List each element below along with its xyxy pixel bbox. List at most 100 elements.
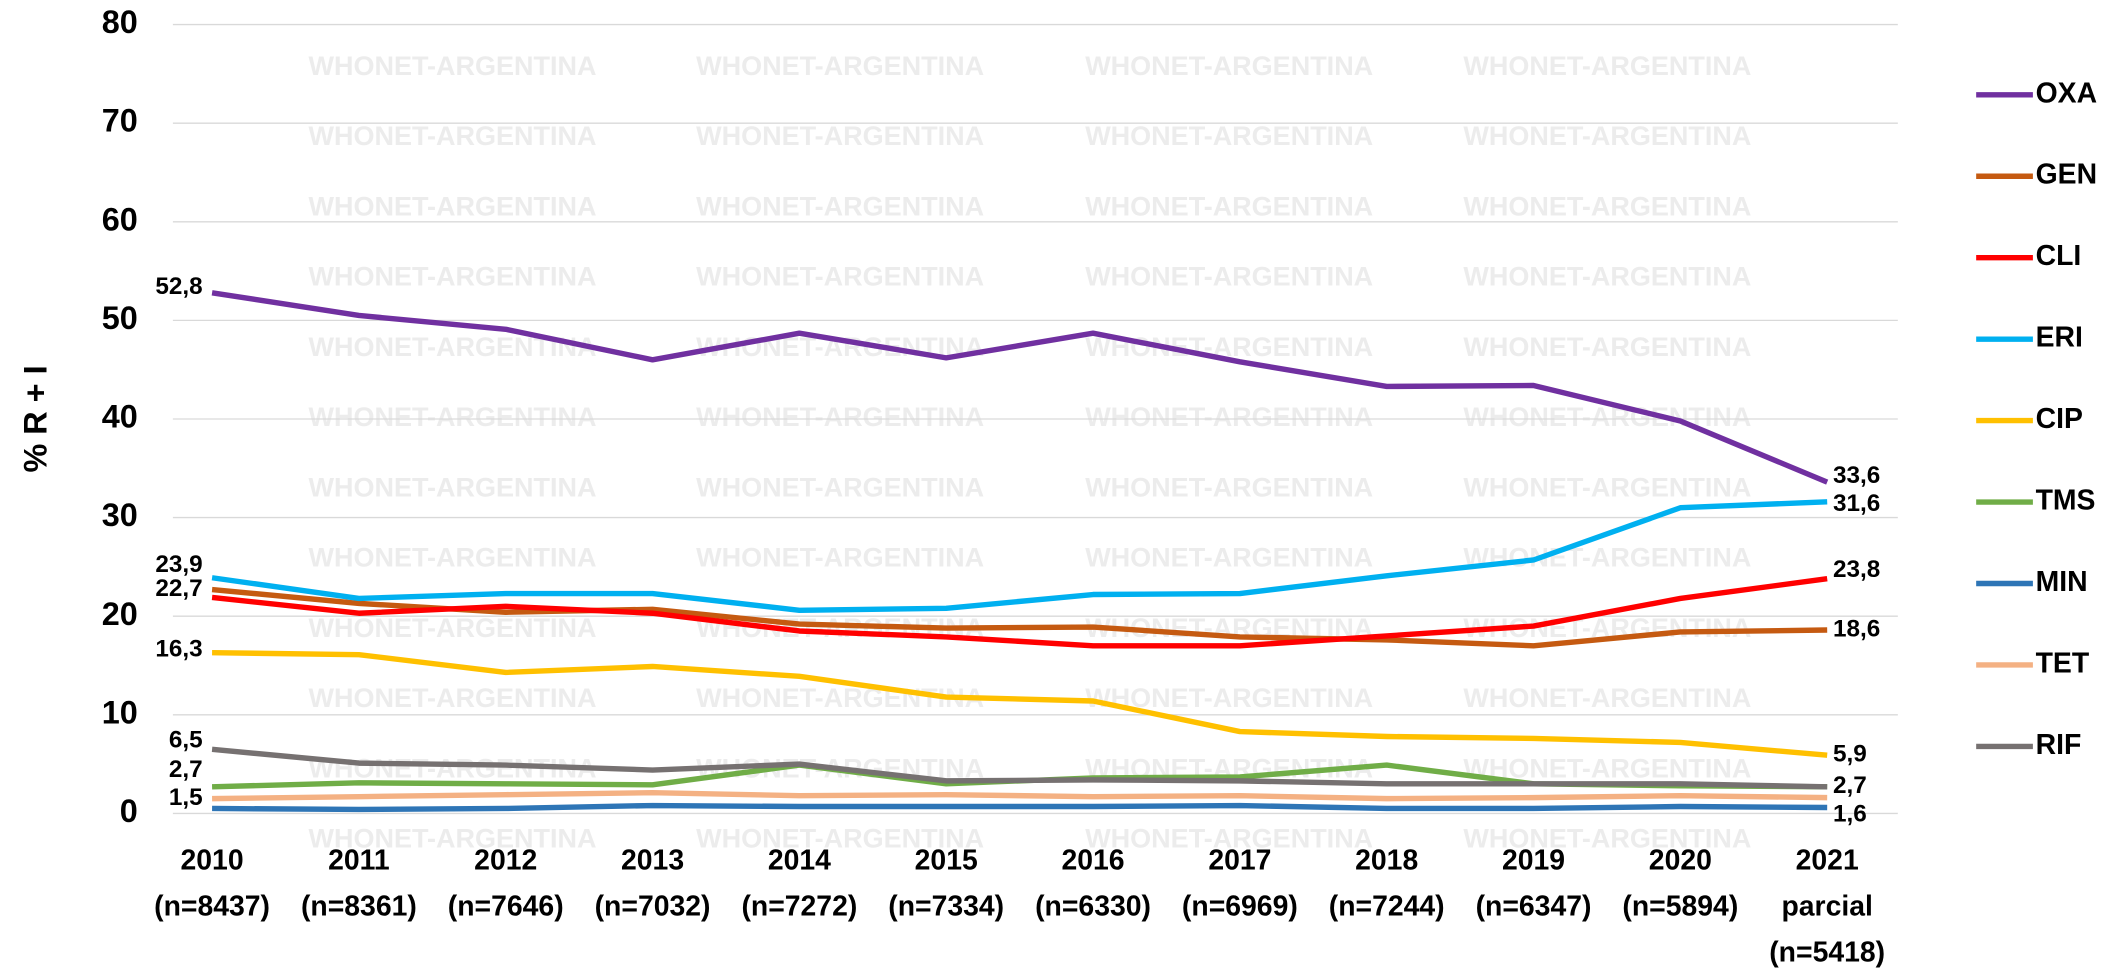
- data-label: 23,8: [1833, 556, 1880, 583]
- data-label: 2,7: [1833, 772, 1867, 799]
- y-tick-label: 40: [102, 399, 138, 435]
- watermark: WHONET-ARGENTINA: [1085, 332, 1373, 362]
- watermark: WHONET-ARGENTINA: [309, 613, 597, 643]
- x-tick-label: 2021: [1796, 845, 1859, 877]
- x-tick-label: (n=6347): [1476, 890, 1592, 922]
- x-tick-label: (n=7272): [741, 890, 857, 922]
- data-label: 5,9: [1833, 741, 1867, 768]
- data-label: 52,8: [155, 273, 202, 300]
- watermark: WHONET-ARGENTINA: [309, 51, 597, 81]
- data-label: 6,5: [169, 727, 203, 754]
- x-tick-label: 2014: [768, 845, 831, 877]
- watermark: WHONET-ARGENTINA: [1463, 543, 1751, 573]
- watermark: WHONET-ARGENTINA: [1085, 543, 1373, 573]
- line: [211, 290, 1829, 485]
- line: [211, 586, 1828, 649]
- y-tick-label: 10: [102, 694, 138, 730]
- watermark: WHONET-ARGENTINA: [1085, 51, 1373, 81]
- x-tick-label: parcial: [1781, 890, 1872, 922]
- data-label: 18,6: [1833, 615, 1880, 642]
- watermark: WHONET-ARGENTINA: [696, 472, 984, 502]
- y-tick-label: 80: [102, 4, 138, 40]
- x-tick-label: 2020: [1649, 845, 1712, 877]
- watermark: WHONET-ARGENTINA: [1085, 824, 1373, 854]
- line: [212, 790, 1828, 802]
- legend-label: TET: [2036, 647, 2090, 679]
- x-tick-label: (n=7244): [1329, 890, 1445, 922]
- legend-label: OXA: [2036, 77, 2097, 109]
- x-tick-label: 2019: [1502, 845, 1565, 877]
- watermark: WHONET-ARGENTINA: [696, 51, 984, 81]
- watermark: WHONET-ARGENTINA: [696, 543, 984, 573]
- x-tick-label: (n=6330): [1035, 890, 1151, 922]
- watermark: WHONET-ARGENTINA: [1463, 824, 1751, 854]
- data-label: 1,6: [1833, 801, 1867, 828]
- line: [212, 802, 1828, 813]
- watermark: WHONET-ARGENTINA: [309, 121, 597, 151]
- x-tick-label: 2013: [621, 845, 684, 877]
- watermark: WHONET-ARGENTINA: [1085, 191, 1373, 221]
- watermark: WHONET-ARGENTINA: [696, 191, 984, 221]
- x-tick-label: 2015: [915, 845, 978, 877]
- watermark: WHONET-ARGENTINA: [1463, 472, 1751, 502]
- line: [211, 746, 1828, 790]
- watermark: WHONET-ARGENTINA: [1463, 402, 1751, 432]
- x-tick-label: 2018: [1355, 845, 1418, 877]
- x-tick-label: (n=8437): [154, 890, 270, 922]
- watermark: WHONET-ARGENTINA: [309, 191, 597, 221]
- legend-label: TMS: [2036, 485, 2096, 517]
- x-tick-label: (n=5418): [1769, 936, 1885, 968]
- line: [211, 576, 1828, 649]
- watermark: WHONET-ARGENTINA: [1085, 262, 1373, 292]
- watermark: WHONET-ARGENTINA: [309, 332, 597, 362]
- watermark: WHONET-ARGENTINA: [1463, 262, 1751, 292]
- x-tick-label: (n=8361): [301, 890, 417, 922]
- legend-label: CIP: [2036, 403, 2083, 435]
- y-axis-label: % R + I: [17, 365, 53, 472]
- x-tick-label: (n=7646): [448, 890, 564, 922]
- x-tick-label: (n=5894): [1622, 890, 1738, 922]
- line: [212, 649, 1828, 758]
- legend-label: MIN: [2036, 566, 2088, 598]
- data-label: 2,7: [169, 756, 203, 783]
- watermark: WHONET-ARGENTINA: [696, 824, 984, 854]
- y-tick-label: 70: [102, 103, 138, 139]
- watermark: WHONET-ARGENTINA: [1085, 472, 1373, 502]
- legend-label: GEN: [2036, 159, 2097, 191]
- legend-label: ERI: [2036, 322, 2083, 354]
- y-tick-label: 30: [102, 497, 138, 533]
- watermark: WHONET-ARGENTINA: [1463, 51, 1751, 81]
- legend-label: RIF: [2036, 729, 2082, 761]
- watermark: WHONET-ARGENTINA: [696, 121, 984, 151]
- watermark: WHONET-ARGENTINA: [1085, 121, 1373, 151]
- watermark: WHONET-ARGENTINA: [1463, 121, 1751, 151]
- watermark: WHONET-ARGENTINA: [309, 472, 597, 502]
- y-tick-label: 50: [102, 300, 138, 336]
- watermark: WHONET-ARGENTINA: [1463, 332, 1751, 362]
- data-label: 1,5: [169, 784, 203, 811]
- legend-label: CLI: [2036, 240, 2082, 272]
- x-tick-label: 2016: [1061, 845, 1124, 877]
- data-label: 23,9: [155, 551, 202, 578]
- x-tick-label: 2017: [1208, 845, 1271, 877]
- watermark: WHONET-ARGENTINA: [1085, 402, 1373, 432]
- data-label: 22,7: [155, 575, 202, 602]
- data-label: 31,6: [1833, 490, 1880, 517]
- y-tick-label: 0: [120, 793, 138, 829]
- y-tick-label: 20: [102, 596, 138, 632]
- watermark: WHONET-ARGENTINA: [696, 262, 984, 292]
- watermark: WHONET-ARGENTINA: [1463, 191, 1751, 221]
- x-tick-label: 2010: [181, 845, 244, 877]
- x-tick-label: (n=7032): [595, 890, 711, 922]
- y-tick-label: 60: [102, 201, 138, 237]
- data-label: 16,3: [155, 635, 202, 662]
- x-tick-label: 2011: [328, 845, 390, 877]
- watermark: WHONET-ARGENTINA: [309, 683, 597, 713]
- watermark: WHONET-ARGENTINA: [1463, 683, 1751, 713]
- line: [211, 499, 1828, 613]
- x-tick-label: (n=6969): [1182, 890, 1298, 922]
- watermark: WHONET-ARGENTINA: [309, 543, 597, 573]
- x-tick-label: 2012: [474, 845, 537, 877]
- watermark: WHONET-ARGENTINA: [696, 402, 984, 432]
